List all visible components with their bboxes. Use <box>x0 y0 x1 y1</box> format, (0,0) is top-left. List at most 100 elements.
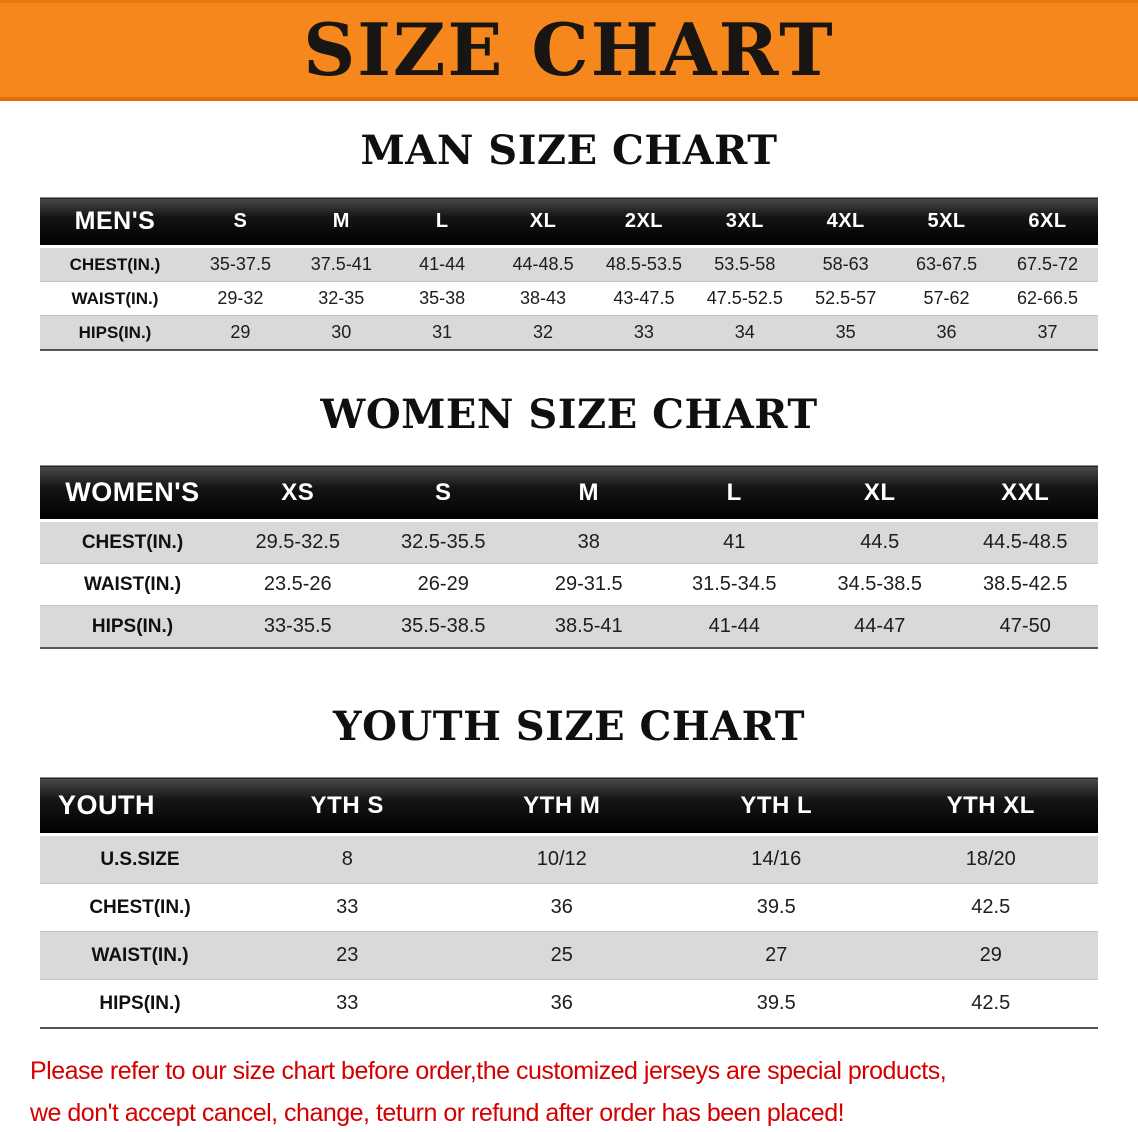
size-column-header: YTH S <box>240 777 455 836</box>
size-value: 62-66.5 <box>1016 288 1079 308</box>
size-column-header: L <box>661 465 807 522</box>
size-value: 34.5-38.5 <box>837 573 922 595</box>
size-value: 39.5 <box>756 896 796 918</box>
size-value: 32-35 <box>318 288 365 308</box>
table-corner-label: WOMEN'S <box>40 465 225 522</box>
table-row: WAIST(IN.) 23.5-26 26-29 29-31.5 31.5-34.5 34… <box>40 563 1098 606</box>
size-value: 57-62 <box>923 288 970 308</box>
size-value: 34 <box>734 322 755 342</box>
men-size-section: MAN SIZE CHART MEN'S S M L XL 2XL 3XL 4XL 5XL 6XL… <box>0 127 1138 351</box>
youth-size-section: YOUTH SIZE CHART YOUTH YTH S YTH M YTH L YTH… <box>0 703 1138 1029</box>
size-value: 35 <box>835 322 856 342</box>
table-row: CHEST(IN.) 33 36 39.5 42.5 <box>40 883 1098 932</box>
size-value: 37 <box>1037 322 1058 342</box>
table-row: CHEST(IN.) 35-37.5 37.5-41 41-44 44-48.5 48.5… <box>40 246 1098 282</box>
size-column-header: S <box>190 197 291 248</box>
note-line-1: Please refer to our size chart before or… <box>30 1057 947 1085</box>
row-label: WAIST(IN.) <box>71 288 159 308</box>
table-row: WAIST(IN.) 29-32 32-35 35-38 38-43 43-47.5 47.… <box>40 281 1098 316</box>
size-value: 35-37.5 <box>209 254 271 274</box>
size-column-header: XS <box>225 465 371 522</box>
youth-section-heading: YOUTH SIZE CHART <box>333 703 805 750</box>
size-value: 47.5-52.5 <box>706 288 783 308</box>
size-value: 36 <box>936 322 957 342</box>
footer-note: Please refer to our size chart before or… <box>30 1055 1108 1131</box>
table-row: HIPS(IN.) 33 36 39.5 42.5 <box>40 979 1098 1028</box>
size-value: 29 <box>979 944 1002 966</box>
size-column-header: M <box>516 465 662 522</box>
row-label: U.S.SIZE <box>100 848 180 870</box>
size-value: 31.5-34.5 <box>691 573 777 595</box>
size-value: 27 <box>765 944 788 966</box>
size-value: 33 <box>336 992 359 1014</box>
size-value: 37.5-41 <box>310 254 372 274</box>
table-corner-label: MEN'S <box>40 197 190 248</box>
page-title: SIZE CHART <box>303 7 835 92</box>
size-column-header: YTH L <box>669 777 884 836</box>
size-value: 33-35.5 <box>263 615 332 637</box>
size-value: 41 <box>723 531 746 553</box>
size-value: 35-38 <box>419 288 466 308</box>
size-value: 39.5 <box>756 992 796 1014</box>
size-value: 33 <box>336 896 359 918</box>
women-size-table: WOMEN'S XS S M L XL XXL CHEST(IN.) 29.5-32.5 32.5… <box>40 465 1098 649</box>
size-value: 42.5 <box>971 992 1011 1014</box>
size-column-header: 2XL <box>593 197 695 248</box>
size-value: 30 <box>331 322 352 342</box>
size-column-header: S <box>370 465 516 522</box>
size-value: 43-47.5 <box>613 288 675 308</box>
size-column-header: XXL <box>952 465 1098 522</box>
size-value: 25 <box>550 944 573 966</box>
size-column-header: M <box>290 197 392 248</box>
size-value: 44-47 <box>854 615 906 637</box>
row-label: HIPS(IN.) <box>99 992 181 1014</box>
size-value: 14/16 <box>751 848 802 870</box>
women-size-section: WOMEN SIZE CHART WOMEN'S XS S M L XL XXL CHEST(… <box>0 391 1138 649</box>
table-row: HIPS(IN.) 33-35.5 35.5-38.5 38.5-41 41-44 44-… <box>40 605 1098 648</box>
table-corner-label: YOUTH <box>40 777 240 836</box>
row-label: HIPS(IN.) <box>78 322 152 342</box>
size-value: 53.5-58 <box>714 254 776 274</box>
size-value: 18/20 <box>965 848 1016 870</box>
size-value: 29.5-32.5 <box>255 531 340 553</box>
size-value: 31 <box>432 322 453 342</box>
size-value: 44.5 <box>860 531 900 553</box>
size-value: 23.5-26 <box>263 573 332 595</box>
row-label: CHEST(IN.) <box>69 254 161 274</box>
row-label: WAIST(IN.) <box>91 944 189 966</box>
size-value: 48.5-53.5 <box>605 254 682 274</box>
size-column-header: 4XL <box>795 197 897 248</box>
size-value: 33 <box>633 322 654 342</box>
women-section-heading: WOMEN SIZE CHART <box>320 391 818 438</box>
size-column-header: 3XL <box>694 197 796 248</box>
size-value: 41-44 <box>419 254 466 274</box>
youth-size-table: YOUTH YTH S YTH M YTH L YTH XL U.S.SIZE 8 10/12… <box>40 777 1098 1029</box>
size-value: 38.5-42.5 <box>982 573 1068 595</box>
table-header-row: MEN'S S M L XL 2XL 3XL 4XL 5XL 6XL <box>40 197 1098 248</box>
size-value: 63-67.5 <box>916 254 978 274</box>
table-row: HIPS(IN.) 29 30 31 32 33 34 35 36 37 <box>40 315 1098 350</box>
table-row: WAIST(IN.) 23 25 27 29 <box>40 931 1098 980</box>
table-row: CHEST(IN.) 29.5-32.5 32.5-35.5 38 41 44.5 44.5… <box>40 520 1098 564</box>
size-value: 10/12 <box>536 848 587 870</box>
size-value: 36 <box>550 992 573 1014</box>
size-value: 58-63 <box>822 254 869 274</box>
table-header-row: YOUTH YTH S YTH M YTH L YTH XL <box>40 777 1098 836</box>
row-label: CHEST(IN.) <box>89 896 191 918</box>
size-value: 29-32 <box>217 288 264 308</box>
size-column-header: 6XL <box>997 197 1098 248</box>
row-label: CHEST(IN.) <box>81 531 184 553</box>
size-column-header: YTH XL <box>883 777 1098 836</box>
size-value: 23 <box>336 944 359 966</box>
size-value: 32.5-35.5 <box>400 531 486 553</box>
size-value: 26-29 <box>417 573 469 595</box>
row-label: HIPS(IN.) <box>91 615 174 637</box>
size-value: 38-43 <box>520 288 567 308</box>
size-value: 41-44 <box>708 615 760 637</box>
table-row: U.S.SIZE 8 10/12 14/16 18/20 <box>40 834 1098 884</box>
men-section-heading: MAN SIZE CHART <box>360 127 778 174</box>
size-column-header: YTH M <box>454 777 669 836</box>
size-column-header: XL <box>492 197 594 248</box>
size-column-header: XL <box>807 465 953 522</box>
size-value: 52.5-57 <box>815 288 877 308</box>
